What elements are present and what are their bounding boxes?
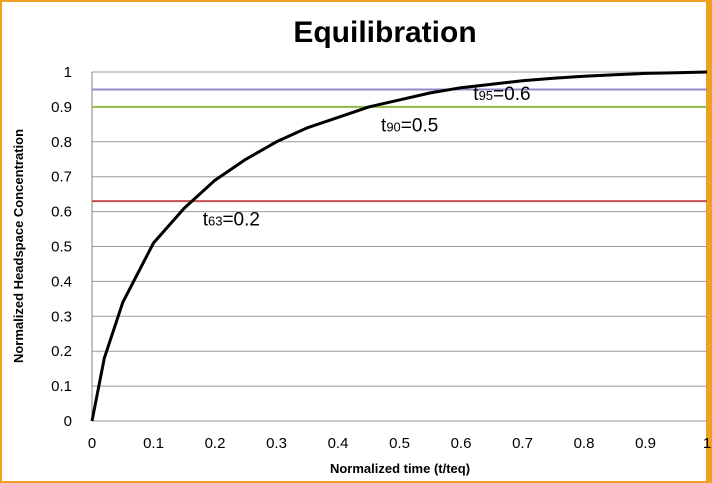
chart-title: Equilibration (293, 16, 476, 49)
x-tick-label: 0.2 (205, 435, 226, 452)
x-tick-label: 0.7 (512, 435, 533, 452)
y-tick-label: 0.9 (51, 99, 72, 116)
y-tick-label: 0.6 (51, 204, 72, 221)
x-tick-label: 0.5 (389, 435, 410, 452)
x-tick-label: 0.9 (635, 435, 656, 452)
x-tick-label: 0 (88, 435, 96, 452)
x-axis-title: Normalized time (t/teq) (330, 461, 470, 476)
y-tick-label: 0 (64, 413, 72, 430)
annotation-label: t63=0.2 (203, 210, 260, 231)
x-tick-label: 1 (703, 435, 711, 452)
y-tick-label: 0.7 (51, 169, 72, 186)
x-tick-labels: 0 0.1 0.2 0.3 0.4 0.5 0.6 0.7 0.8 0.9 1 (88, 435, 711, 452)
y-tick-label: 0.4 (51, 273, 72, 290)
y-axis-title: Normalized Headspace Concentration (11, 129, 26, 363)
annotations: t95=0.6 t90=0.5 t63=0.2 (203, 84, 531, 231)
annotation-label: t90=0.5 (381, 115, 438, 136)
x-tick-label: 0.4 (328, 435, 349, 452)
x-tick-label: 0.1 (143, 435, 164, 452)
y-tick-label: 0.8 (51, 134, 72, 151)
series-lines (90, 70, 708, 422)
y-tick-label: 0.1 (51, 378, 72, 395)
y-tick-label: 0.5 (51, 239, 72, 256)
y-tick-label: 1 (64, 64, 72, 81)
y-tick-label: 0.2 (51, 343, 72, 360)
y-tick-labels: 0 0.1 0.2 0.3 0.4 0.5 0.6 0.7 0.8 0.9 1 (51, 64, 72, 430)
x-tick-label: 0.6 (451, 435, 472, 452)
x-tick-label: 0.3 (266, 435, 287, 452)
reference-lines (92, 88, 707, 203)
annotation-label: t95=0.6 (473, 84, 530, 105)
series-line (90, 70, 708, 422)
y-tick-label: 0.3 (51, 308, 72, 325)
x-tick-label: 0.8 (574, 435, 595, 452)
